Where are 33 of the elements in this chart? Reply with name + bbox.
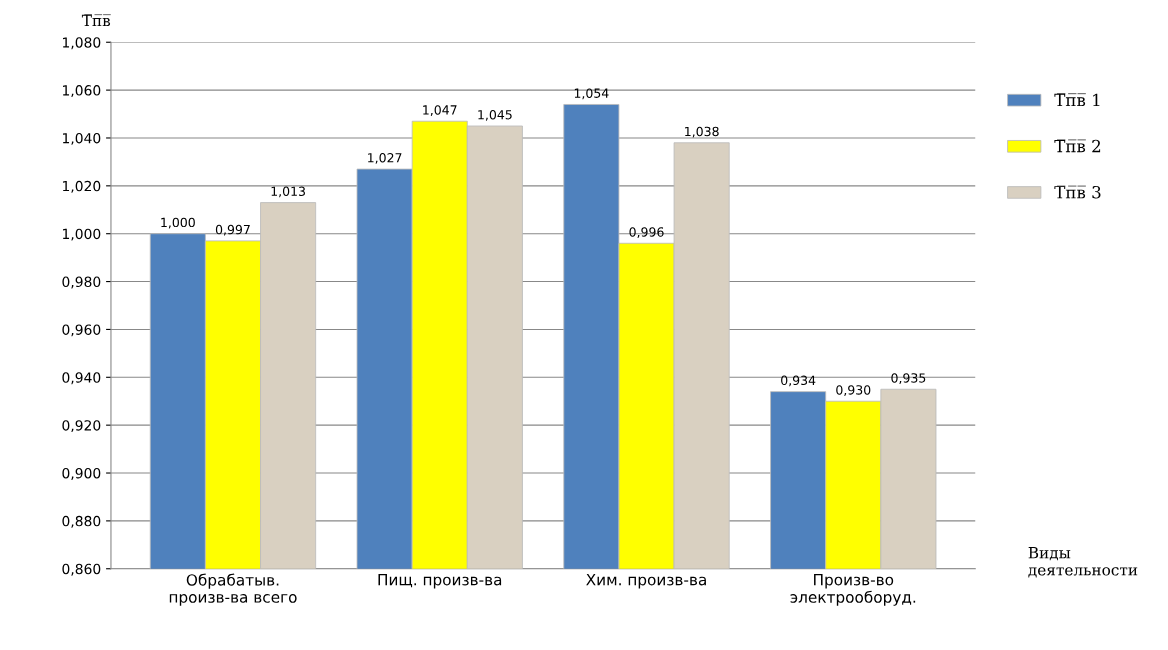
x-tick-label: Пищ. произв-ва — [378, 574, 502, 589]
y-tick-label: 1,060 — [63, 85, 101, 97]
data-label: 0,930 — [836, 385, 871, 396]
y-tick-label: 0,960 — [62, 324, 101, 337]
data-label: 1,038 — [685, 126, 719, 138]
y-tick-label: 0,860 — [62, 563, 101, 576]
x-tick-label: Хим. произв-ва — [586, 574, 706, 589]
data-label: 1,054 — [574, 88, 609, 100]
y-tick-label: 1,020 — [63, 180, 101, 193]
data-label: 1,000 — [161, 217, 195, 229]
y-tick-label: 1,000 — [63, 228, 101, 241]
data-label: 1,027 — [368, 153, 402, 164]
y-tick-label: 0,920 — [62, 420, 101, 433]
y-tick-label: 1,040 — [63, 132, 101, 145]
y-tick-label: 1,080 — [63, 37, 101, 50]
legend-label: Т̅п̅в̅ 3 — [1054, 185, 1101, 199]
data-label: 0,935 — [891, 373, 926, 384]
legend-label: Т̅п̅в̅ 1 — [1054, 93, 1100, 107]
data-label: 0,996 — [629, 227, 664, 238]
y-tick-label: 0,980 — [62, 276, 101, 289]
data-label: 0,997 — [215, 224, 250, 236]
y-tick-label: 0,900 — [62, 467, 101, 480]
data-label: 1,013 — [271, 186, 305, 198]
x-tick-label: Обрабатыв. произв-ва всего — [169, 573, 297, 606]
x-tick-label: Произв-во электрооборуд. — [790, 574, 916, 606]
data-label: 1,045 — [478, 109, 512, 121]
data-label: 1,047 — [423, 105, 457, 116]
y-tick-label: 0,940 — [62, 372, 101, 385]
y-axis-title: Т̅п̅в̅ — [81, 14, 111, 26]
y-tick-label: 0,880 — [62, 515, 101, 528]
x-axis-title: Виды деятельности — [1028, 547, 1138, 578]
legend-label: Т̅п̅в̅ 2 — [1054, 139, 1101, 153]
data-label: 0,934 — [781, 375, 816, 387]
